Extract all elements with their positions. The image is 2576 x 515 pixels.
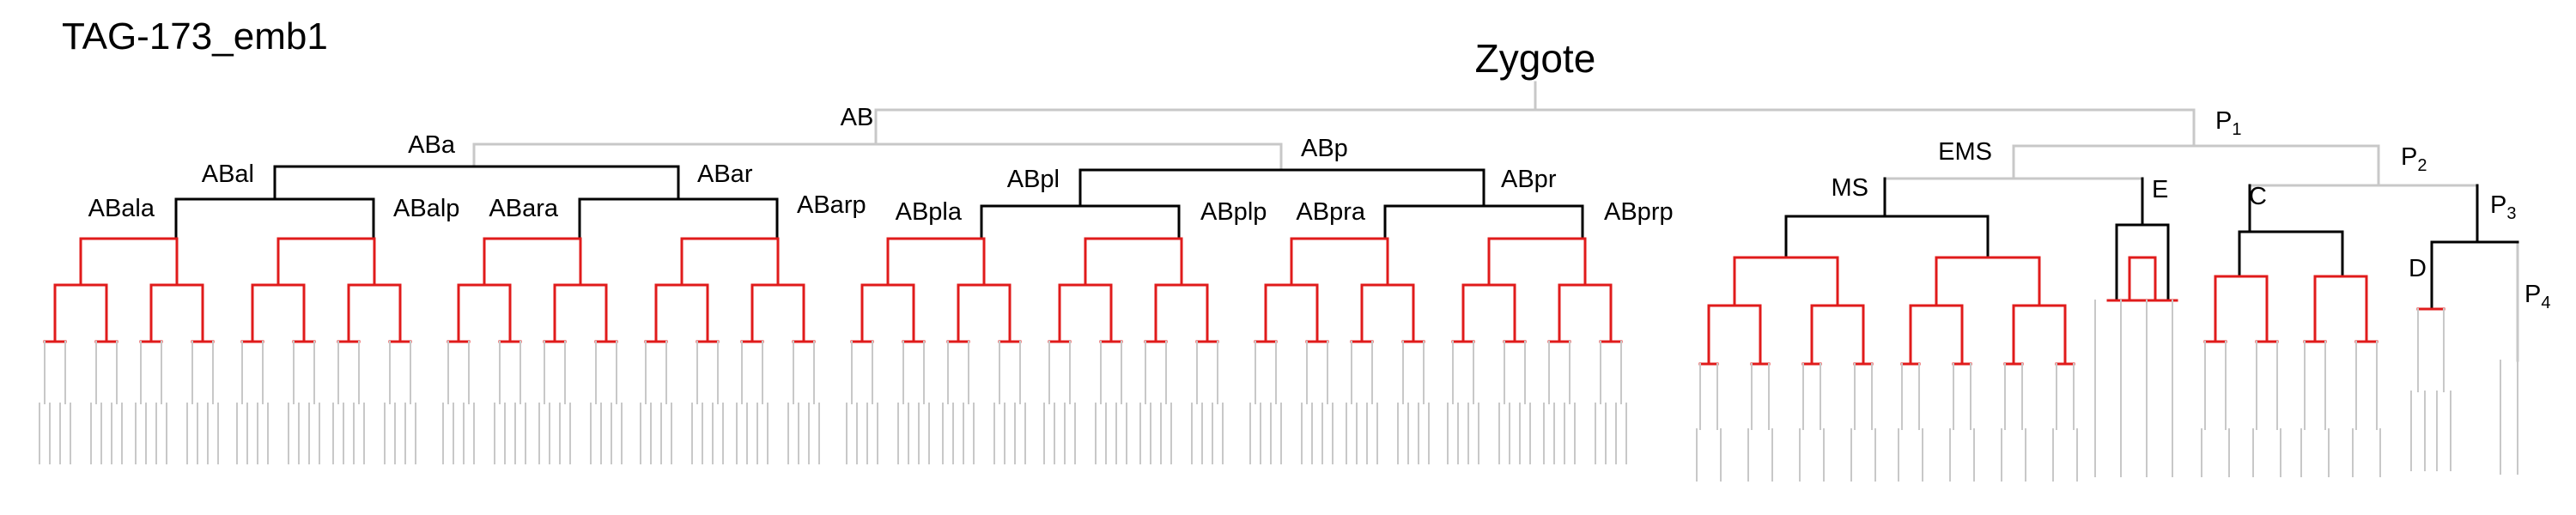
label-P2: P2: [2401, 143, 2427, 175]
label-ABara: ABara: [489, 195, 558, 222]
label-ABpr: ABpr: [1501, 166, 1557, 193]
label-AB: AB: [841, 104, 874, 131]
label-P3: P3: [2490, 191, 2516, 223]
label-P4-letter: P: [2524, 281, 2541, 308]
label-ABprp: ABprp: [1604, 198, 1674, 226]
label-P4: P4: [2524, 281, 2550, 312]
embryo-title: TAG-173_emb1: [62, 15, 328, 58]
label-ABal: ABal: [202, 161, 254, 188]
label-EMS: EMS: [1938, 138, 1992, 166]
label-E: E: [2152, 176, 2168, 203]
label-ABplp: ABplp: [1200, 198, 1267, 226]
label-ABpla: ABpla: [896, 198, 963, 226]
label-P1: P1: [2215, 107, 2241, 139]
label-P3-letter: P: [2490, 191, 2506, 219]
label-ABpra: ABpra: [1296, 198, 1365, 226]
label-P1-subscript: 1: [2232, 120, 2241, 139]
label-ABalp: ABalp: [393, 195, 459, 222]
label-ABp: ABp: [1301, 135, 1348, 162]
label-ABa: ABa: [408, 131, 456, 159]
zygote-label: Zygote: [1475, 36, 1596, 81]
label-ABala: ABala: [88, 195, 155, 222]
label-ABpl: ABpl: [1007, 166, 1060, 193]
lineage-branches: [39, 81, 2519, 482]
label-ABarp: ABarp: [797, 191, 866, 219]
label-P2-letter: P: [2401, 143, 2417, 171]
label-D: D: [2409, 255, 2427, 282]
label-MS: MS: [1832, 174, 1869, 202]
label-ABar: ABar: [697, 161, 753, 188]
label-P2-subscript: 2: [2417, 156, 2427, 175]
label-P3-subscript: 3: [2506, 204, 2516, 223]
label-C: C: [2249, 183, 2267, 210]
label-P4-subscript: 4: [2541, 294, 2550, 312]
label-P1-letter: P: [2215, 107, 2232, 135]
